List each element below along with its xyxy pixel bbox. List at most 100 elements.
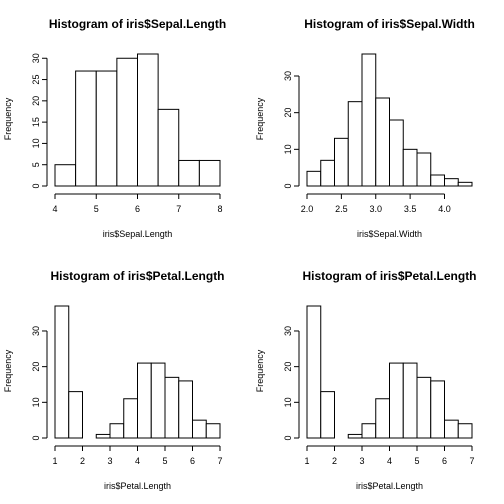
y-tick-label: 15: [31, 117, 41, 127]
histogram-bar: [320, 391, 335, 439]
histogram-bar: [416, 152, 432, 187]
panel-petal-length-right: Histogram of iris$Petal.Length iris$Peta…: [255, 269, 477, 491]
y-tick-label: 10: [31, 138, 41, 148]
x-tick-label: 4: [135, 456, 140, 466]
histogram-bar: [95, 70, 118, 187]
histogram-bar: [444, 419, 459, 439]
histogram-bar: [457, 181, 473, 187]
x-tick-label: 5: [94, 204, 99, 214]
x-tick-label: 4: [52, 204, 57, 214]
histogram-bar: [375, 97, 390, 187]
histogram-bar: [361, 423, 377, 439]
y-tick-label: 0: [283, 435, 293, 440]
x-tick-label: 4: [387, 456, 392, 466]
histogram-bar: [164, 376, 180, 439]
x-tick-label: 7: [217, 456, 222, 466]
histogram-bar: [137, 362, 152, 439]
histogram-bar: [75, 70, 97, 187]
x-tick-label: 1: [52, 456, 57, 466]
x-tick-label: 2.0: [301, 204, 314, 214]
histogram-bar: [178, 159, 200, 187]
histogram-bar: [430, 174, 445, 187]
histogram-bar: [116, 57, 138, 187]
x-tick-label: 5: [414, 456, 419, 466]
histogram-bar: [306, 170, 322, 187]
x-tick-label: 6: [135, 204, 140, 214]
x-tick-label: 4.0: [438, 204, 451, 214]
histogram-bar: [416, 376, 432, 439]
x-tick-label: 5: [162, 456, 167, 466]
histogram-bar: [389, 119, 404, 187]
histogram-bar: [137, 53, 159, 187]
chart-title: Histogram of iris$Petal.Length: [302, 269, 476, 283]
y-axis-label: Frequency: [255, 349, 265, 392]
histogram-bar: [205, 423, 221, 439]
histogram-bar: [334, 137, 349, 187]
y-axis-label: Frequency: [3, 97, 13, 140]
y-axis-label: Frequency: [255, 97, 265, 140]
y-tick-label: 20: [31, 362, 41, 372]
x-tick-label: 7: [176, 204, 181, 214]
histogram-bar: [157, 108, 180, 187]
chart-title: Histogram of iris$Sepal.Length: [49, 17, 226, 31]
x-tick-label: 2: [332, 456, 337, 466]
histogram-bar: [361, 53, 377, 187]
x-tick-label: 1: [304, 456, 309, 466]
histogram-bar: [306, 305, 322, 439]
histogram-bar: [95, 433, 111, 439]
histogram-bar: [54, 305, 70, 439]
y-tick-label: 30: [283, 71, 293, 81]
y-tick-label: 5: [31, 162, 41, 167]
y-tick-label: 30: [283, 326, 293, 336]
x-tick-label: 2.5: [335, 204, 348, 214]
histogram-bar: [150, 362, 166, 439]
x-tick-label: 3: [359, 456, 364, 466]
histogram-bar: [444, 178, 459, 187]
histogram-bar: [54, 164, 77, 187]
chart-title: Histogram of iris$Sepal.Width: [304, 17, 475, 31]
y-tick-label: 10: [283, 144, 293, 154]
y-tick-label: 20: [283, 362, 293, 372]
histogram-bar: [192, 419, 207, 439]
y-tick-label: 25: [31, 75, 41, 85]
y-tick-label: 30: [31, 326, 41, 336]
y-tick-label: 30: [31, 53, 41, 63]
histogram-bar: [109, 423, 125, 439]
panel-petal-length-left: Histogram of iris$Petal.Length iris$Peta…: [3, 269, 225, 491]
histogram-bar: [430, 380, 445, 439]
chart-title: Histogram of iris$Petal.Length: [50, 269, 224, 283]
histogram-bar: [198, 159, 221, 187]
x-axis-label: iris$Sepal.Width: [357, 229, 422, 239]
histogram-bar: [68, 391, 83, 439]
histogram-bar: [402, 148, 418, 187]
y-tick-label: 20: [283, 108, 293, 118]
panel-sepal-width: Histogram of iris$Sepal.Width iris$Sepal…: [255, 17, 475, 239]
x-tick-label: 2: [80, 456, 85, 466]
y-tick-label: 10: [283, 397, 293, 407]
x-tick-label: 3.0: [369, 204, 382, 214]
x-axis-label: iris$Sepal.Length: [103, 229, 173, 239]
histogram-bar: [347, 433, 363, 439]
histogram-bar: [375, 398, 390, 439]
x-tick-label: 3.5: [404, 204, 417, 214]
x-axis-label: iris$Petal.Length: [104, 481, 171, 491]
y-tick-label: 0: [31, 435, 41, 440]
x-tick-label: 3: [107, 456, 112, 466]
y-tick-label: 20: [31, 96, 41, 106]
x-tick-label: 6: [190, 456, 195, 466]
histogram-bar: [178, 380, 193, 439]
y-tick-label: 10: [31, 397, 41, 407]
y-tick-label: 0: [31, 183, 41, 188]
histogram-bar: [320, 159, 335, 187]
histogram-bar: [389, 362, 404, 439]
x-axis-label: iris$Petal.Length: [356, 481, 423, 491]
histogram-bar: [347, 101, 363, 187]
panel-sepal-length: Histogram of iris$Sepal.Length iris$Sepa…: [3, 17, 226, 239]
x-tick-label: 7: [469, 456, 474, 466]
y-tick-label: 0: [283, 183, 293, 188]
histogram-bar: [457, 423, 473, 439]
histogram-bar: [123, 398, 138, 439]
y-axis-label: Frequency: [3, 349, 13, 392]
histogram-bar: [402, 362, 418, 439]
